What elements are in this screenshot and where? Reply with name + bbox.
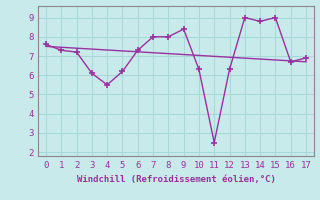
X-axis label: Windchill (Refroidissement éolien,°C): Windchill (Refroidissement éolien,°C) <box>76 175 276 184</box>
